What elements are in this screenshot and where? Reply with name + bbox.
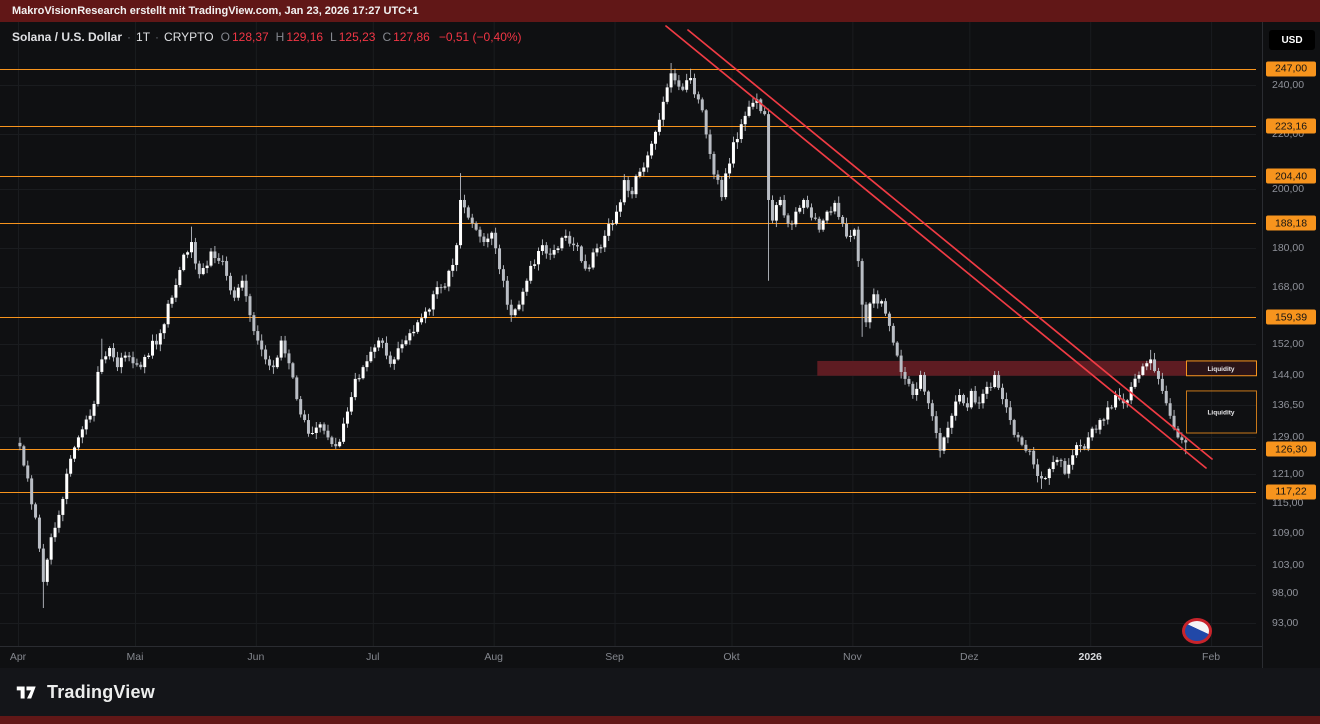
svg-text:Liquidity: Liquidity: [1207, 409, 1234, 416]
time-tick-label: Feb: [1202, 651, 1221, 663]
price-level-badge: 247,00: [1266, 61, 1316, 77]
liquidity-boxes-layer: Liquidity Liquidity: [1186, 360, 1257, 434]
tradingview-brand-text: TradingView: [47, 681, 155, 702]
price-axis[interactable]: 240,00 220,00 200,00 180,00 168,00 152,00 144,…: [1262, 22, 1320, 668]
low-value: 125,23: [338, 30, 376, 44]
time-tick-label: Aug: [484, 651, 504, 663]
liquidity-band-layer: [817, 360, 1186, 376]
time-tick-label: Apr: [9, 651, 27, 663]
low-label: L: [330, 30, 337, 44]
price-tick-label: 152,00: [1272, 338, 1305, 351]
watermark-bar: MakroVisionResearch erstellt mit Trading…: [0, 0, 1320, 22]
price-tick-label: 136,50: [1272, 399, 1305, 412]
price-tick-label: 109,00: [1272, 526, 1305, 539]
candles-layer: [18, 63, 1188, 609]
interval-label[interactable]: 1T: [136, 30, 151, 44]
bottom-accent-bar: [0, 716, 1320, 724]
watermark-text: MakroVisionResearch erstellt mit Trading…: [12, 5, 419, 17]
trendlines-layer: [665, 25, 1213, 469]
symbol-name[interactable]: Solana / U.S. Dollar: [12, 30, 123, 44]
close-label: C: [382, 30, 392, 44]
time-tick-label: Okt: [723, 651, 740, 663]
price-tick-label: 121,00: [1272, 467, 1305, 480]
exchange-label: CRYPTO: [164, 30, 214, 44]
price-tick-label: 93,00: [1272, 617, 1299, 630]
time-tick-label: Dez: [960, 651, 979, 663]
tradingview-logo[interactable]: TradingView: [14, 680, 155, 704]
price-chart-svg[interactable]: Liquidity Liquidity: [0, 22, 1262, 646]
time-tick-label: Sep: [605, 651, 624, 663]
price-tick-label: 98,00: [1272, 587, 1299, 600]
open-value: 128,37: [231, 30, 269, 44]
svg-text:Liquidity: Liquidity: [1207, 366, 1234, 373]
open-label: O: [220, 30, 230, 44]
tradingview-logo-icon: [16, 686, 36, 699]
price-tick-label: 180,00: [1272, 242, 1305, 255]
price-level-badge: 159,39: [1266, 309, 1316, 325]
grid-layer: [0, 22, 1256, 646]
price-tick-label: 115,00: [1272, 496, 1304, 509]
price-level-badge: 117,22: [1266, 484, 1316, 500]
currency-toggle-button[interactable]: USD: [1269, 30, 1315, 50]
horizontal-levels-layer: [0, 69, 1256, 493]
price-level-badge: 223,16: [1266, 118, 1316, 134]
price-tick-label: 144,00: [1272, 368, 1305, 381]
time-axis[interactable]: Apr Mai Jun Jul Aug Sep Okt Nov Dez 2026 Feb: [0, 646, 1262, 668]
time-tick-label: Jul: [366, 651, 380, 663]
time-tick-label: Nov: [843, 651, 862, 663]
price-tick-label: 168,00: [1272, 281, 1305, 294]
price-level-badge: 188,18: [1266, 215, 1316, 231]
time-tick-label: Mai: [126, 651, 144, 663]
legend-separator: ·: [155, 30, 160, 44]
symbol-legend[interactable]: Solana / U.S. Dollar · 1T · CRYPTO O 128…: [12, 30, 522, 44]
legend-separator: ·: [127, 30, 132, 44]
price-tick-label: 240,00: [1272, 79, 1305, 92]
change-value: −0,51 (−0,40%): [438, 30, 522, 44]
chart-area[interactable]: Liquidity Liquidity Solana / U.S. Dollar …: [0, 22, 1320, 668]
price-tick-label: 129,00: [1272, 431, 1305, 444]
high-value: 129,16: [286, 30, 324, 44]
time-tick-label: 2026: [1078, 651, 1102, 663]
price-level-badge: 204,40: [1266, 168, 1316, 184]
price-level-badge: 126,30: [1266, 441, 1316, 457]
price-tick-label: 200,00: [1272, 182, 1305, 195]
footer-bar: TradingView: [0, 668, 1320, 716]
high-label: H: [275, 30, 285, 44]
time-tick-label: Jun: [247, 651, 265, 663]
price-tick-label: 103,00: [1272, 559, 1305, 572]
close-value: 127,86: [393, 30, 430, 44]
channel-logo-badge: [1182, 618, 1212, 644]
